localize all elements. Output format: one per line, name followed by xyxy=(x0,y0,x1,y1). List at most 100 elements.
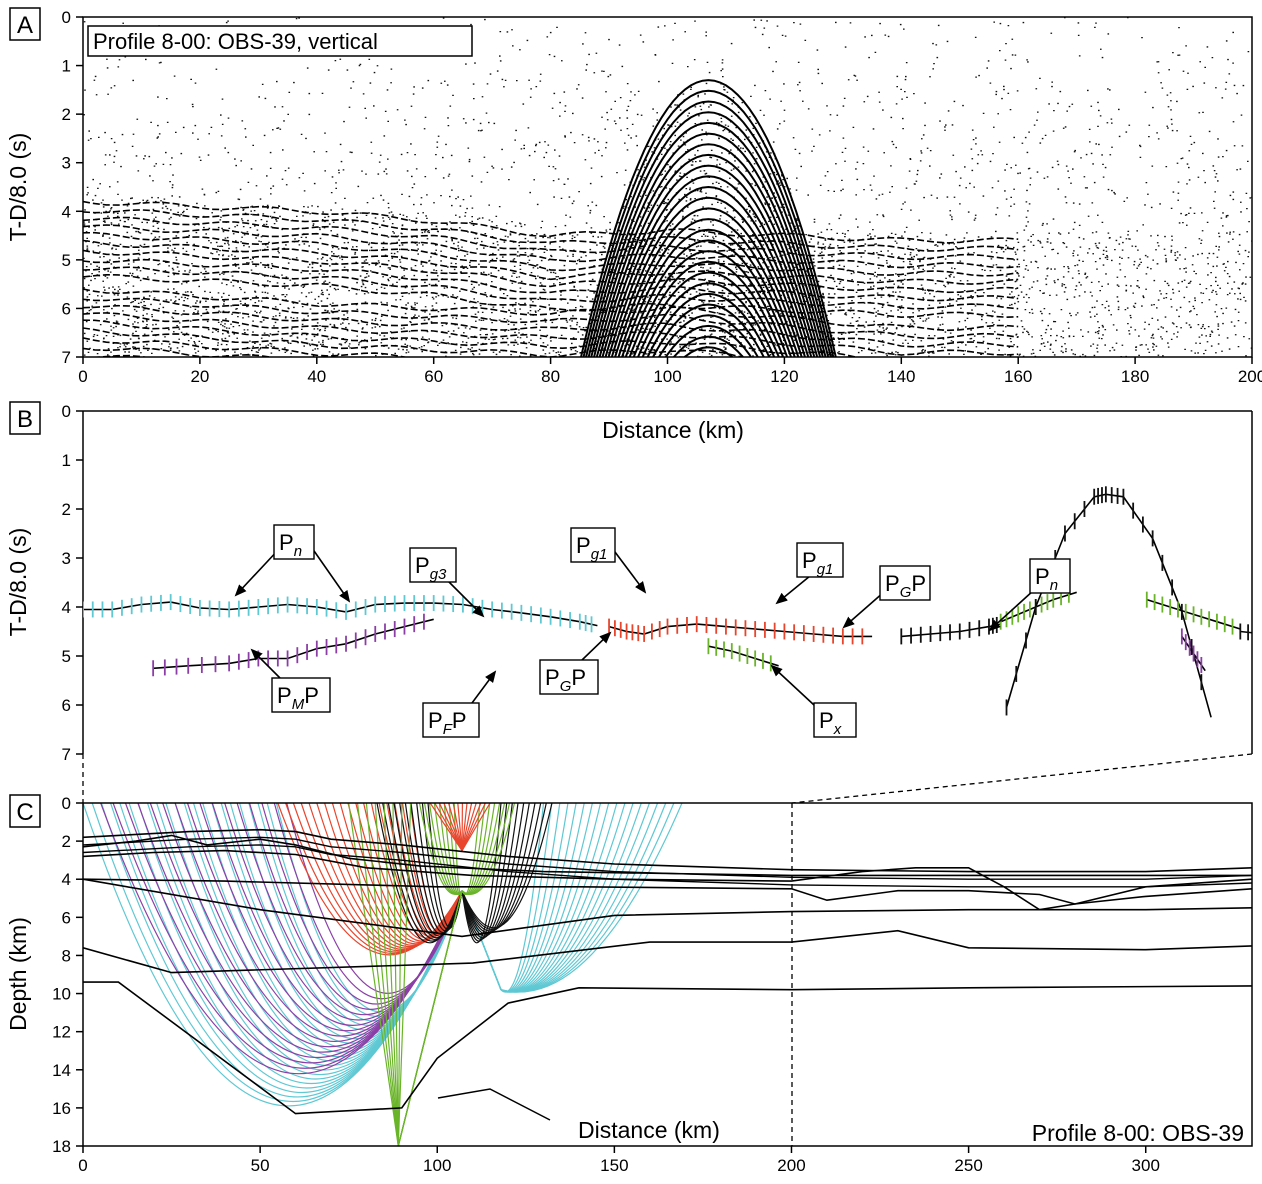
phase-label: Pg3 xyxy=(415,553,447,583)
ray-pg3 xyxy=(347,803,463,944)
direct-arrival-wavelet xyxy=(595,143,822,357)
ray-pn xyxy=(137,803,463,1080)
pick-trend-pmp xyxy=(153,618,434,670)
direct-arrival-wavelet xyxy=(664,324,753,357)
phase-label-tail: P xyxy=(571,665,586,690)
phase-label-subscript: g1 xyxy=(817,561,834,578)
panel-a-x-tick-label: 180 xyxy=(1121,367,1149,386)
direct-arrival-wavelet xyxy=(621,228,796,357)
panel-c-y-tick-label: 4 xyxy=(62,870,71,889)
panel-c-frame xyxy=(82,802,1253,1147)
direct-arrival-wavelet xyxy=(592,132,824,357)
ray-direct xyxy=(461,803,482,851)
panel-a-x-tick-label: 40 xyxy=(307,367,326,386)
ray-pn xyxy=(248,803,463,1026)
model-interface xyxy=(83,828,1252,873)
phase-label: Px xyxy=(819,708,842,738)
phase-label-box xyxy=(409,547,457,583)
panel-c-y-tick-label: 6 xyxy=(62,908,71,927)
ray-pmp xyxy=(199,803,463,1032)
phase-label-subscript: g1 xyxy=(591,546,608,563)
reflection-band-1-line xyxy=(83,319,860,357)
ray-pg3 xyxy=(355,803,463,942)
panel-b-y-tick-label: 0 xyxy=(62,402,71,421)
phase-label-box xyxy=(539,659,599,695)
direct-arrival-wavelet xyxy=(582,89,835,357)
direct-arrival-wavelet xyxy=(614,207,803,357)
phase-label-subscript: n xyxy=(294,543,302,560)
phase-label-base: P xyxy=(428,708,443,733)
phase-label-base: P xyxy=(802,548,817,573)
reflection-band-1-line xyxy=(83,288,1019,332)
panel-c-y-axis: 0 2 4 6 8 10 12 14 16 18 xyxy=(52,794,83,1156)
model-interface xyxy=(83,844,1252,888)
seismogram-texture xyxy=(83,17,1252,357)
ray-direct xyxy=(461,803,491,851)
reflection-band-0-line xyxy=(83,273,1019,319)
panel-a-y-tick-label: 1 xyxy=(62,57,71,76)
phase-label: PGP xyxy=(545,665,586,695)
direct-arrival-wavelet xyxy=(590,121,827,357)
pick-trend-pgp xyxy=(1240,630,1252,634)
panel-b-y-tick-label: 1 xyxy=(62,451,71,470)
direct-arrival-wavelet xyxy=(672,335,745,357)
ray-pn xyxy=(461,803,569,993)
panel-a-x-tick-label: 160 xyxy=(1004,367,1032,386)
phase-label-subscript: M xyxy=(292,696,305,713)
ray-pgp xyxy=(427,803,463,929)
panel-c-x-tick-label: 100 xyxy=(423,1156,451,1175)
panel-a-x-tick-label: 0 xyxy=(78,367,87,386)
panel-c-letter-box xyxy=(9,794,41,828)
panel-b-y-tick-label: 7 xyxy=(62,745,71,764)
phase-arrow xyxy=(311,547,351,603)
panel-b-y-label: T-D/8.0 (s) xyxy=(5,528,31,637)
phase-label-base: P xyxy=(277,683,292,708)
reflection-band-1-line xyxy=(83,347,275,357)
model-interface xyxy=(83,836,1252,880)
phase-arrow xyxy=(775,575,811,605)
panel-c-x-axis: 0 50 100 150 200 250 300 xyxy=(78,1146,1160,1175)
ray-pmp xyxy=(162,803,463,1048)
panel-a-y-tick-label: 5 xyxy=(62,251,71,270)
phase-label-base: P xyxy=(819,708,834,733)
travel-time-picks xyxy=(83,486,1252,718)
phase-label-box xyxy=(271,677,331,713)
reflection-band-0-line xyxy=(83,258,1019,302)
reflection-band-0-line xyxy=(83,209,1019,252)
panel-c-y-tick-label: 16 xyxy=(52,1099,71,1118)
panel-a-y-tick-label: 4 xyxy=(62,202,71,221)
ray-direct xyxy=(443,803,463,851)
panel-a-y-axis: 0 1 2 3 4 5 6 7 xyxy=(62,8,83,367)
panel-a-y-label: T-D/8.0 (s) xyxy=(5,133,31,242)
phase-arrow xyxy=(988,589,1035,632)
model-interface xyxy=(83,834,1252,877)
model-interfaces xyxy=(83,828,1252,1115)
pick-trend-pgp xyxy=(901,623,1001,638)
ray-pgp xyxy=(461,803,525,937)
direct-arrival-wavelet xyxy=(683,346,734,357)
phase-label-subscript: x xyxy=(833,721,842,738)
reflection-band-0-line xyxy=(83,216,1019,261)
ray-pg3 xyxy=(370,803,463,939)
model-interface xyxy=(83,849,1252,911)
phase-label-tail: P xyxy=(452,708,467,733)
phase-arrow xyxy=(234,547,281,597)
panel-b-y-tick-label: 4 xyxy=(62,598,71,617)
phase-label: Pg1 xyxy=(576,533,607,563)
direct-arrival-wavelet xyxy=(641,282,776,357)
phase-label-box xyxy=(813,702,857,738)
panel-c-y-tick-label: 8 xyxy=(62,946,71,965)
phase-label-base: P xyxy=(279,530,294,555)
ray-direct xyxy=(438,803,463,851)
pick-trend-pn xyxy=(433,602,598,627)
reflection-band-0-line xyxy=(83,224,1019,269)
panel-a-x-tick-label: 200 xyxy=(1238,367,1262,386)
panel-a-x-tick-label: 20 xyxy=(190,367,209,386)
model-interface xyxy=(83,981,1252,1115)
panel-a-y-tick-label: 3 xyxy=(62,154,71,173)
phase-label-subscript: g3 xyxy=(430,566,447,583)
reflection-band-1-line xyxy=(83,304,1019,348)
model-interface xyxy=(83,878,1252,905)
direct-arrival-wavelet xyxy=(628,250,789,357)
